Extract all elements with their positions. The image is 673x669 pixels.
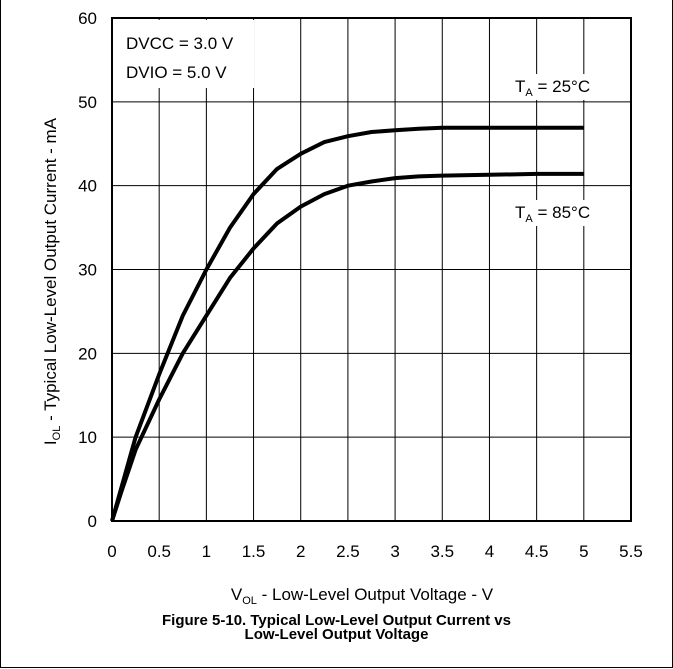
condition-dvcc: DVCC = 3.0 V [126,34,234,53]
series-label-25c-rest: = 25°C [533,77,590,96]
x-tick-label: 1 [202,542,211,561]
x-tick-label: 3 [390,542,399,561]
x-tick-label: 2.5 [336,542,360,561]
x-axis-title-sub: OL [242,595,257,607]
x-tick-label: 1.5 [242,542,266,561]
y-tick-label: 10 [78,428,97,447]
x-axis-title: VOL - Low-Level Output Voltage - V [231,585,494,607]
series-label-85c: TA = 85°C [515,203,590,225]
y-tick-label: 30 [78,261,97,280]
x-tick-label: 4.5 [525,542,549,561]
plot-border [111,17,632,522]
series-label-85c-main: T [515,203,525,222]
x-tick-label: 5 [579,542,588,561]
series-label-25c: TA = 25°C [515,77,590,99]
y-tick-label: 60 [78,9,97,28]
caption-line-2: Low-Level Output Voltage [244,626,429,643]
y-tick-label: 50 [78,93,97,112]
series-label-85c-sub: A [525,213,533,225]
y-axis-title-sub: OL [51,426,63,441]
x-tick-label: 2 [296,542,305,561]
series-label-bg-85c [510,200,628,226]
y-tick-label: 20 [78,344,97,363]
series-label-25c-main: T [515,77,525,96]
y-axis-title: IOL - Typical Low-Level Output Current -… [41,117,63,445]
series-label-bg-25c [510,74,628,100]
y-tick-label: 40 [78,177,97,196]
caption-line-1: Figure 5-10. Typical Low-Level Output Cu… [162,612,511,629]
x-tick-labels: 0 0.5 1 1.5 2 2.5 3 3.5 4 4.5 5 5.5 [107,542,643,561]
series-label-85c-rest: = 85°C [533,203,590,222]
series-lines [110,125,584,522]
y-tick-label: 0 [88,512,97,531]
series-line-1 [110,171,584,522]
x-axis-title-rest: - Low-Level Output Voltage - V [257,585,494,604]
y-axis-title-rest: - Typical Low-Level Output Current - mA [41,117,60,425]
condition-dvio: DVIO = 5.0 V [126,63,227,82]
figure-caption: Figure 5-10. Typical Low-Level Output Cu… [0,612,673,643]
x-tick-label: 3.5 [430,542,454,561]
y-tick-labels: 0 10 20 30 40 50 60 [78,9,97,531]
x-tick-label: 5.5 [619,542,643,561]
x-tick-label: 4 [485,542,494,561]
x-tick-label: 0.5 [147,542,171,561]
x-tick-label: 0 [107,542,116,561]
series-line-0 [110,125,584,522]
series-label-25c-sub: A [525,87,533,99]
y-axis-title-main: I [41,440,60,445]
x-axis-title-main: V [231,585,243,604]
conditions-box [114,20,254,88]
